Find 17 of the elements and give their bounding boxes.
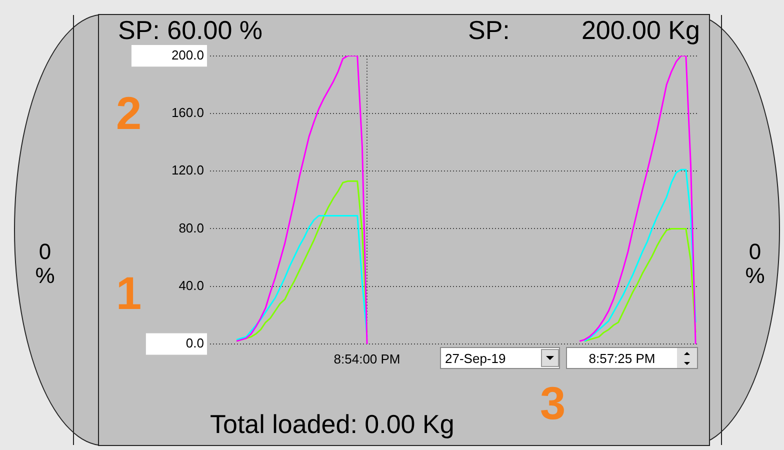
text: 0 % — [745, 239, 765, 288]
text: 2 — [116, 87, 142, 139]
y-tick-label: 80.0 — [178, 220, 204, 236]
text: 1 — [116, 267, 142, 319]
text: 8:57:25 PM — [588, 350, 656, 366]
y-tick-label: 200.0 — [171, 47, 204, 62]
text: 27-Sep-19 — [444, 350, 507, 366]
text: 3 — [540, 377, 566, 429]
x-tick-label: 8:54:00 PM — [334, 351, 400, 366]
y-tick-label: 120.0 — [171, 162, 204, 178]
text: 0 % — [35, 239, 55, 288]
text: Total loaded: 0.00 Kg — [210, 409, 454, 439]
text: SP: 200.00 Kg — [468, 15, 700, 45]
y-tick-label: 40.0 — [178, 278, 204, 293]
text: SP: 60.00 % — [118, 15, 263, 45]
y-tick-label: 160.0 — [171, 105, 204, 120]
y-tick-label: 0.0 — [186, 336, 204, 351]
